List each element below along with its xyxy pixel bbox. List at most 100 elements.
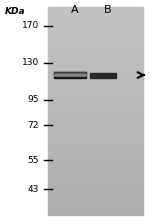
Bar	[48, 59, 142, 61]
Bar	[48, 94, 142, 96]
Bar	[48, 157, 142, 159]
Bar	[48, 132, 142, 134]
Bar	[48, 7, 142, 9]
Bar	[48, 178, 142, 180]
Bar	[48, 36, 142, 38]
Bar	[48, 111, 142, 113]
Bar	[48, 17, 142, 19]
Bar	[48, 146, 142, 148]
Bar	[48, 23, 142, 26]
Bar	[48, 167, 142, 169]
Bar	[48, 103, 142, 105]
Bar	[48, 42, 142, 44]
Bar	[48, 117, 142, 119]
Bar	[48, 107, 142, 109]
Bar	[48, 186, 142, 188]
Bar	[48, 73, 142, 75]
Bar	[48, 82, 142, 84]
Bar	[48, 101, 142, 103]
Bar	[48, 57, 142, 59]
Bar	[48, 134, 142, 136]
Bar	[48, 180, 142, 182]
Bar	[48, 123, 142, 125]
Bar	[48, 198, 142, 200]
Bar	[48, 80, 142, 82]
Bar	[48, 71, 142, 73]
Bar	[48, 211, 142, 213]
Text: 55: 55	[27, 156, 39, 165]
Bar	[48, 142, 142, 144]
Bar	[48, 113, 142, 115]
Bar	[48, 32, 142, 34]
Bar	[48, 192, 142, 194]
Bar	[48, 184, 142, 186]
Bar	[48, 171, 142, 173]
Bar	[48, 86, 142, 88]
Bar	[48, 40, 142, 42]
Bar	[48, 125, 142, 127]
Bar	[48, 119, 142, 121]
Bar	[48, 44, 142, 46]
Bar	[48, 61, 142, 63]
Bar	[48, 105, 142, 107]
Bar	[54, 74, 86, 75]
Bar	[48, 213, 142, 215]
Bar	[48, 169, 142, 171]
Bar	[48, 151, 142, 153]
Bar	[48, 190, 142, 192]
Bar	[48, 115, 142, 117]
Bar	[48, 182, 142, 184]
Bar	[48, 200, 142, 202]
Bar	[48, 121, 142, 123]
Bar	[48, 84, 142, 86]
Bar	[48, 165, 142, 167]
Text: 95: 95	[27, 95, 39, 104]
Bar	[48, 130, 142, 132]
Bar	[48, 109, 142, 111]
Bar	[48, 67, 142, 69]
Bar	[48, 194, 142, 196]
Bar	[48, 30, 142, 32]
Bar	[48, 140, 142, 142]
Bar	[48, 48, 142, 50]
Bar	[48, 196, 142, 198]
Bar	[48, 148, 142, 151]
Text: B: B	[104, 5, 112, 15]
Bar	[48, 88, 142, 90]
Bar	[48, 207, 142, 209]
Bar	[54, 75, 86, 76]
Bar	[48, 136, 142, 138]
Bar	[48, 92, 142, 94]
Text: A: A	[71, 5, 79, 15]
Bar	[48, 13, 142, 15]
Bar	[48, 175, 142, 178]
Bar	[48, 163, 142, 165]
Bar	[48, 34, 142, 36]
Bar	[48, 9, 142, 11]
Bar	[48, 138, 142, 140]
Bar	[48, 155, 142, 157]
Bar	[48, 19, 142, 21]
Bar	[48, 28, 142, 30]
Bar	[48, 144, 142, 146]
Bar	[54, 73, 86, 78]
Text: 170: 170	[22, 21, 39, 30]
Bar	[48, 127, 142, 130]
Bar	[48, 96, 142, 98]
Bar	[48, 78, 142, 80]
Bar	[48, 11, 142, 13]
Bar	[54, 73, 86, 74]
Bar	[48, 69, 142, 71]
Text: 72: 72	[28, 121, 39, 130]
Bar	[48, 26, 142, 28]
Bar	[48, 65, 142, 67]
Bar	[48, 55, 142, 57]
Bar	[48, 161, 142, 163]
Bar	[48, 38, 142, 40]
Bar	[54, 72, 86, 73]
Bar	[54, 72, 86, 73]
Bar	[48, 202, 142, 205]
Bar	[48, 53, 142, 55]
Bar	[48, 21, 142, 23]
Bar	[48, 205, 142, 207]
